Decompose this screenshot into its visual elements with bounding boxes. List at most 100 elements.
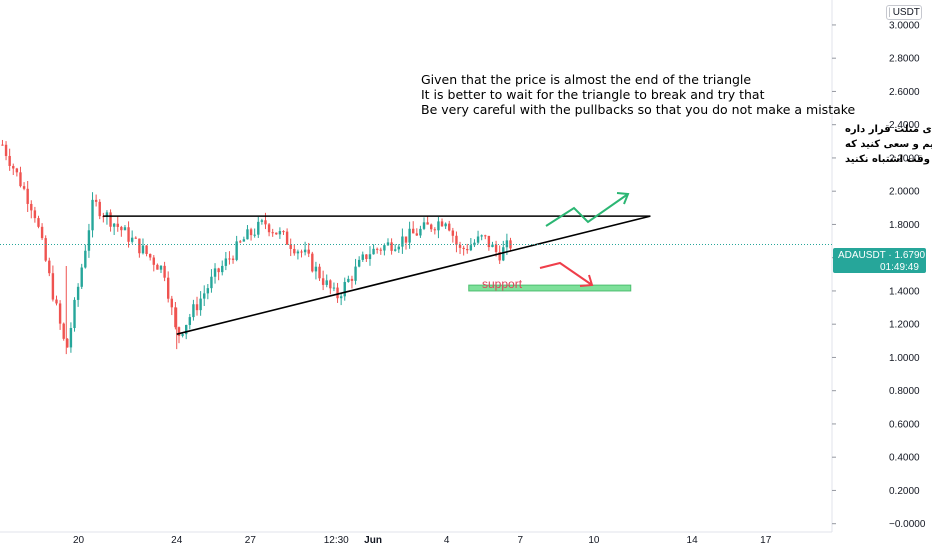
candle-body bbox=[51, 273, 55, 300]
candle-body bbox=[404, 236, 408, 243]
note-persian-line-3: به پولبک ها خیلی دقت کنید که یه وقت اشتب… bbox=[845, 154, 932, 165]
price-tick-label: 0.6000 bbox=[889, 419, 920, 430]
candle-body bbox=[87, 230, 91, 251]
candle-body bbox=[473, 242, 476, 246]
candle-body bbox=[455, 235, 458, 245]
candle-body bbox=[339, 296, 343, 299]
price-tick-label: 2.0000 bbox=[889, 187, 920, 198]
candle-body bbox=[192, 304, 195, 318]
candle-body bbox=[289, 244, 292, 249]
candle-body bbox=[379, 249, 382, 251]
candle-body bbox=[55, 299, 58, 304]
price-tick-label: −0.0000 bbox=[889, 519, 926, 530]
note-english-line-2: It is better to wait for the triangle to… bbox=[421, 87, 765, 102]
currency-label: USDT bbox=[892, 7, 920, 18]
time-tick-label: 14 bbox=[687, 535, 699, 546]
candle-body bbox=[163, 265, 166, 278]
currency-separator: | bbox=[888, 7, 891, 18]
candle-body bbox=[44, 238, 47, 261]
candle-body bbox=[357, 259, 361, 267]
candle-body bbox=[127, 227, 130, 242]
support-zone bbox=[468, 284, 632, 292]
candle-body bbox=[249, 229, 253, 236]
candle-body bbox=[40, 226, 44, 239]
candle-body bbox=[145, 245, 148, 254]
candle-body bbox=[62, 323, 65, 339]
time-axis[interactable]: 20 24 27 12:30 Jun 4 7 10 14 17 bbox=[0, 531, 832, 546]
candle-body bbox=[30, 203, 33, 211]
candle-body bbox=[502, 247, 505, 261]
candle-body bbox=[199, 298, 202, 311]
candle-body bbox=[105, 212, 109, 217]
time-tick-label: 17 bbox=[760, 535, 772, 546]
breakdown-arrow-icon bbox=[539, 261, 593, 286]
candle-body bbox=[109, 212, 112, 227]
candle-body bbox=[221, 265, 224, 273]
candle-body bbox=[325, 280, 328, 285]
candle-body bbox=[422, 222, 426, 229]
note-english-line-1: Given that the price is almost the end o… bbox=[421, 72, 751, 87]
candle-body bbox=[278, 231, 282, 235]
candle-body bbox=[130, 237, 134, 242]
candle-body bbox=[303, 249, 307, 253]
candle-body bbox=[361, 254, 364, 260]
candle-body bbox=[390, 242, 393, 251]
time-tick-label: Jun bbox=[364, 535, 382, 546]
currency-badge[interactable]: | USDT bbox=[886, 5, 922, 20]
candle-body bbox=[37, 218, 40, 227]
candle-body bbox=[408, 228, 411, 243]
candle-body bbox=[451, 230, 455, 236]
candle-body bbox=[401, 236, 404, 247]
candle-body bbox=[393, 249, 397, 251]
candle-body bbox=[430, 224, 433, 230]
candle-body bbox=[257, 221, 260, 235]
candle-body bbox=[397, 246, 400, 250]
candle-body bbox=[426, 222, 429, 225]
candle-body bbox=[307, 249, 310, 254]
candle-body bbox=[231, 258, 235, 260]
candle-body bbox=[336, 287, 339, 299]
candle-body bbox=[466, 249, 469, 251]
note-english-line-3: Be very careful with the pullbacks so th… bbox=[421, 102, 856, 117]
candle-body bbox=[12, 165, 15, 169]
price-tag-symbol: ADAUSDT · 1.6790 bbox=[838, 250, 926, 261]
candle-body bbox=[58, 303, 62, 324]
candle-body bbox=[448, 223, 451, 231]
price-tick-label: 2.4000 bbox=[889, 120, 920, 131]
candle-body bbox=[235, 241, 238, 260]
price-axis[interactable]: 3.0000 2.8000 2.6000 2.4000 2.2000 2.0000 1.80… bbox=[831, 0, 926, 532]
candle-body bbox=[383, 245, 386, 251]
candle-body bbox=[112, 223, 116, 227]
candle-body bbox=[141, 245, 145, 254]
candle-body bbox=[368, 254, 372, 260]
candle-body bbox=[94, 199, 98, 202]
candle-body bbox=[69, 328, 73, 348]
note-persian-line-1: با توجه به اینکه قیمت تقریبا اخرای مثلث … bbox=[845, 124, 932, 135]
candle-body bbox=[293, 248, 296, 254]
candle-body bbox=[300, 251, 303, 253]
candle-body bbox=[66, 338, 69, 348]
candle-body bbox=[458, 244, 462, 248]
candle-body bbox=[159, 265, 163, 270]
price-tag[interactable]: ADAUSDT · 1.6790 01:49:49 bbox=[833, 248, 926, 273]
candle-body bbox=[372, 248, 375, 255]
price-tick-label: 1.0000 bbox=[889, 353, 920, 364]
price-tick-label: 0.8000 bbox=[889, 386, 920, 397]
candle-body bbox=[120, 226, 123, 231]
candle-body bbox=[469, 245, 473, 251]
candle-body bbox=[174, 307, 177, 328]
candle-body bbox=[48, 260, 51, 274]
candle-body bbox=[188, 317, 192, 325]
candle-body bbox=[419, 228, 422, 236]
candle-body bbox=[156, 264, 159, 270]
candle-body bbox=[177, 327, 181, 336]
time-tick-label: 4 bbox=[444, 535, 450, 546]
candle-body bbox=[494, 244, 498, 252]
breakdown-arrowhead-icon bbox=[579, 274, 594, 287]
candle-body bbox=[166, 277, 170, 299]
candle-body bbox=[505, 240, 509, 248]
candles-layer bbox=[1, 139, 512, 355]
candle-body bbox=[203, 293, 206, 299]
candle-body bbox=[253, 234, 256, 236]
